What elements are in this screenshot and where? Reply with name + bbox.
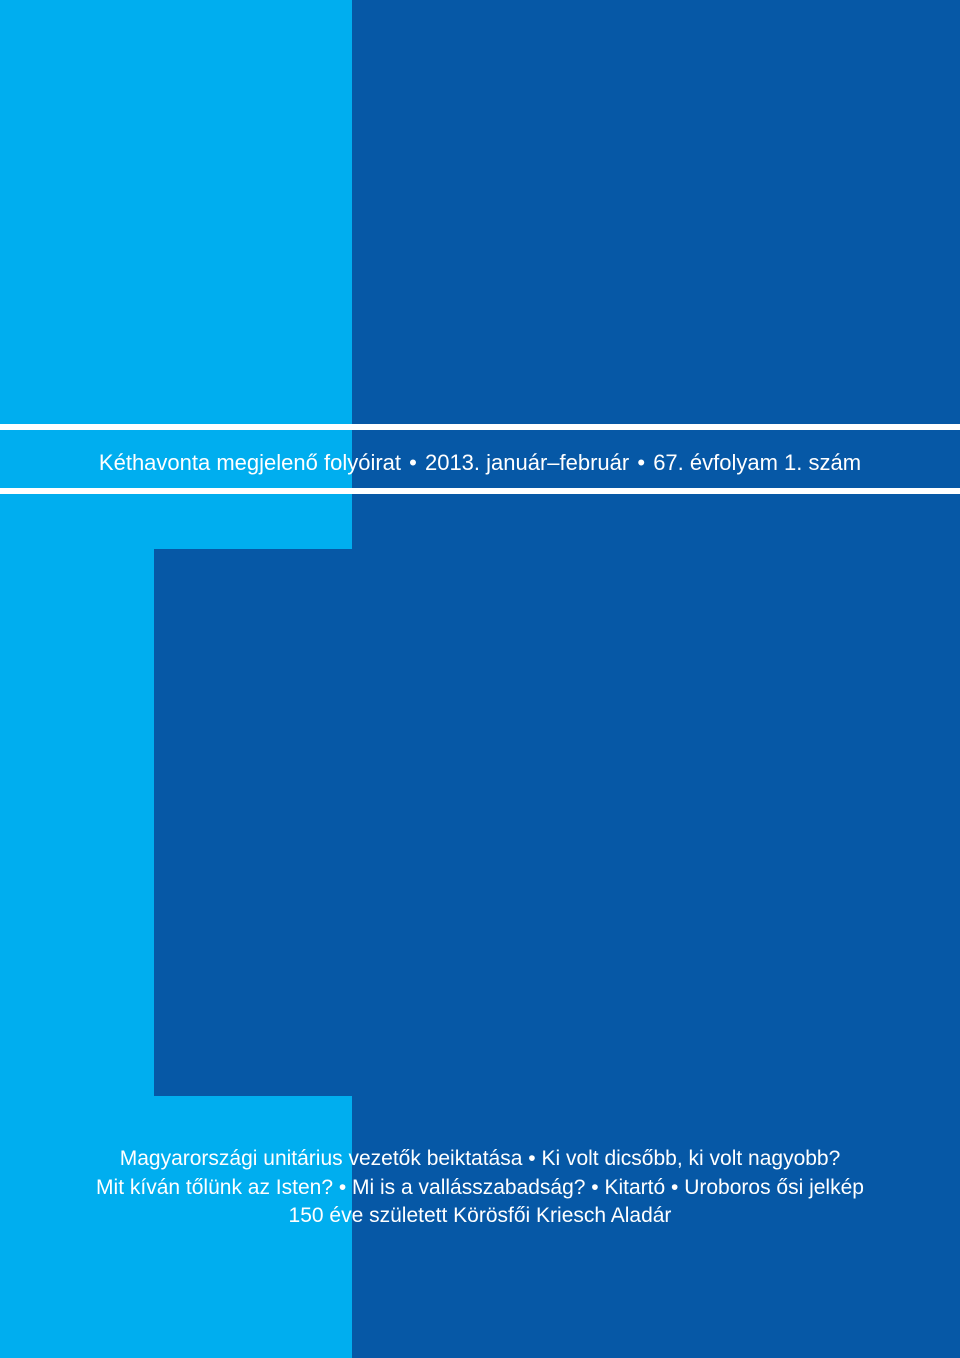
- masthead-rule-top: [0, 424, 960, 430]
- masthead: Kéthavonta megjelenő folyóirat • 2013. j…: [0, 446, 960, 480]
- publication-type: Kéthavonta megjelenő folyóirat: [98, 450, 402, 475]
- masthead-separator: •: [409, 450, 417, 475]
- dark-blue-block: [154, 549, 352, 1096]
- volume-issue: 67. évfolyam 1. szám: [653, 450, 862, 475]
- masthead-rule-bottom: [0, 488, 960, 494]
- issue-date: 2013. január–február: [424, 450, 630, 475]
- contents-line-1: Magyarországi unitárius vezetők beiktatá…: [119, 1147, 841, 1170]
- contents-line-3: 150 éve született Körösfői Kriesch Aladá…: [288, 1204, 672, 1227]
- contents-line-2: Mit kíván tőlünk az Isten? • Mi is a val…: [96, 1175, 864, 1199]
- masthead-separator: •: [637, 450, 646, 475]
- contents-list: Magyarországi unitárius vezetők beiktatá…: [0, 1145, 960, 1231]
